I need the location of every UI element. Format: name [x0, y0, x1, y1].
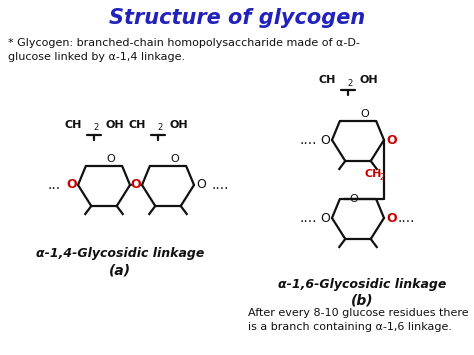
Text: ....: ....	[212, 178, 229, 192]
Text: glucose linked by α-1,4 linkage.: glucose linked by α-1,4 linkage.	[8, 52, 185, 62]
Text: O: O	[170, 154, 179, 164]
Text: CH: CH	[319, 75, 336, 85]
Text: is a branch containing α-1,6 linkage.: is a branch containing α-1,6 linkage.	[248, 322, 452, 332]
Text: 2: 2	[157, 124, 163, 132]
Text: O: O	[386, 212, 397, 224]
Text: CH: CH	[365, 169, 383, 179]
Text: (b): (b)	[351, 294, 374, 308]
Text: OH: OH	[360, 75, 379, 85]
Text: ....: ....	[299, 133, 317, 147]
Text: Structure of glycogen: Structure of glycogen	[109, 8, 365, 28]
Text: O: O	[196, 179, 206, 191]
Text: O: O	[320, 133, 330, 147]
Text: 2: 2	[379, 173, 384, 181]
Text: O: O	[320, 212, 330, 224]
Text: O: O	[386, 133, 397, 147]
Text: α-1,6-Glycosidic linkage: α-1,6-Glycosidic linkage	[278, 278, 446, 291]
Text: OH: OH	[170, 120, 189, 130]
Text: (a): (a)	[109, 263, 131, 277]
Text: CH: CH	[128, 120, 146, 130]
Text: 2: 2	[347, 78, 353, 87]
Text: ...: ...	[47, 178, 61, 192]
Text: After every 8-10 glucose residues there: After every 8-10 glucose residues there	[248, 308, 469, 318]
Text: 2: 2	[93, 124, 99, 132]
Text: OH: OH	[106, 120, 125, 130]
Text: O: O	[360, 109, 369, 119]
Text: ....: ....	[299, 211, 317, 225]
Text: O: O	[349, 194, 358, 204]
Text: O: O	[106, 154, 115, 164]
Text: O: O	[131, 179, 141, 191]
Text: * Glycogen: branched-chain homopolysaccharide made of α-D-: * Glycogen: branched-chain homopolysacch…	[8, 38, 360, 48]
Text: α-1,4-Glycosidic linkage: α-1,4-Glycosidic linkage	[36, 247, 204, 260]
Text: O: O	[66, 179, 77, 191]
Text: ....: ....	[398, 211, 416, 225]
Text: CH: CH	[64, 120, 82, 130]
